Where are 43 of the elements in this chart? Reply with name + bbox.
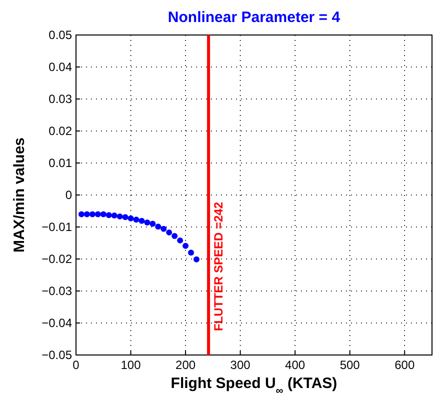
x-tick-label: 100 <box>120 358 142 372</box>
x-tick-label: 400 <box>285 358 306 372</box>
point <box>133 216 140 223</box>
y-tick-label: 0.05 <box>48 28 72 42</box>
point <box>89 211 96 218</box>
chart-title: Nonlinear Parameter = 4 <box>168 9 341 26</box>
point <box>116 213 123 220</box>
point <box>150 220 156 227</box>
y-tick-label: 0.01 <box>48 156 72 170</box>
point <box>166 229 172 236</box>
y-tick-label: 0.02 <box>48 124 72 138</box>
x-axis-title: Flight Speed U$_{∞}$ (KTAS) <box>170 375 338 397</box>
point <box>155 224 162 230</box>
point <box>160 226 167 232</box>
y-tick-label: 0.03 <box>48 92 72 106</box>
point <box>122 214 128 220</box>
y-tick-label: 0 <box>65 188 72 202</box>
point <box>78 211 84 218</box>
point <box>172 232 178 239</box>
ref-line-label: FLUTTER SPEED =242 <box>212 202 226 331</box>
y-tick-label: −0.05 <box>42 348 72 362</box>
point <box>144 220 150 226</box>
x-tick-label: 600 <box>394 358 415 372</box>
y-tick-label: −0.01 <box>42 220 72 234</box>
point <box>111 212 118 218</box>
y-tick-label: −0.03 <box>42 284 72 298</box>
point <box>94 211 101 218</box>
point <box>128 215 134 222</box>
point <box>106 212 112 218</box>
y-tick-label: −0.04 <box>42 316 72 330</box>
point <box>100 211 106 218</box>
y-tick-label: 0.04 <box>48 60 72 74</box>
point <box>188 250 194 256</box>
point <box>177 237 184 244</box>
x-tick-label: 500 <box>340 358 360 372</box>
point <box>84 211 90 218</box>
point <box>138 218 145 224</box>
y-axis-title: MAX/min values <box>11 137 28 253</box>
point <box>193 256 200 262</box>
y-tick-label: −0.02 <box>42 252 72 266</box>
x-tick-label: 200 <box>176 358 196 372</box>
x-tick-label: 300 <box>230 358 251 372</box>
point <box>182 242 189 249</box>
